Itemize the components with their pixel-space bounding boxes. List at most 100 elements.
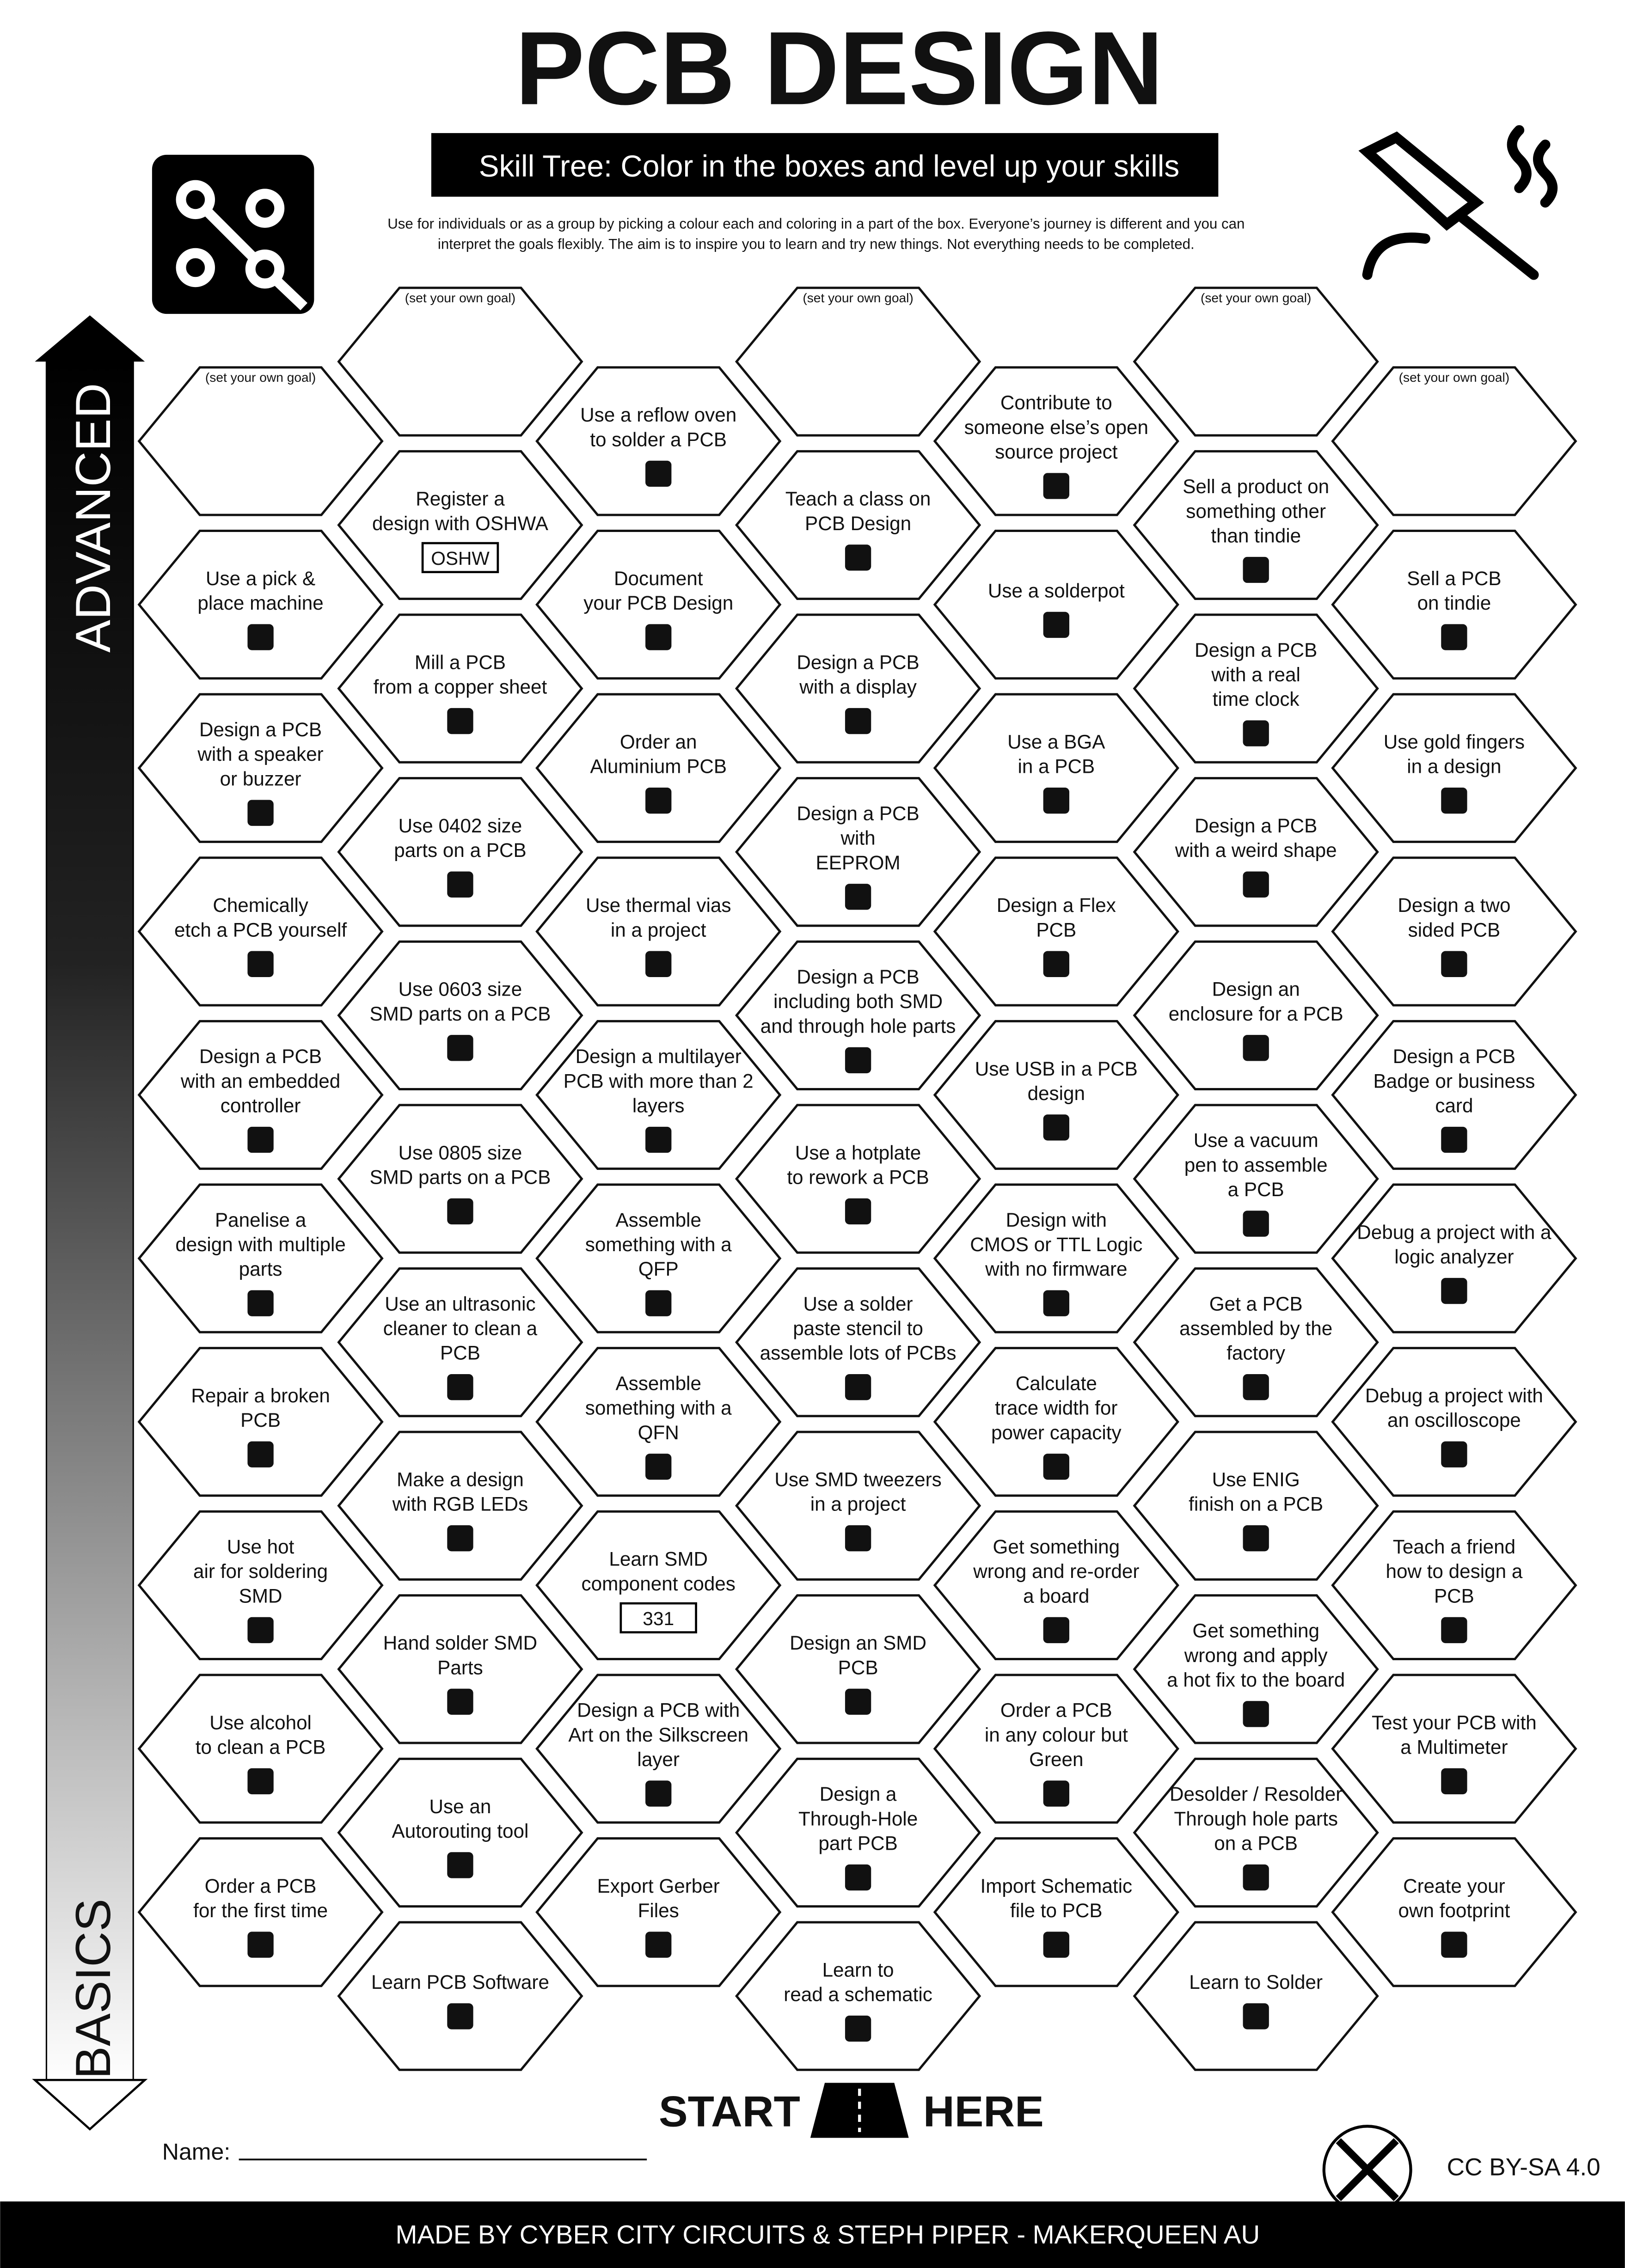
skill-icon (247, 1932, 274, 1958)
skill-icon (845, 708, 871, 734)
skill-cell: Mill a PCB from a copper sheet (337, 613, 583, 764)
skill-icon (1243, 720, 1269, 746)
level-arrow (32, 315, 148, 2131)
goal-prompt: (set your own goal) (405, 291, 515, 305)
skill-hex (535, 856, 782, 1007)
skill-cell: Design with CMOS or TTL Logic with no firm… (933, 1183, 1179, 1333)
skill-label: Assemble (615, 1209, 701, 1231)
skill-cell: Teach a class on PCB Design (735, 450, 981, 600)
skill-label: Design an SMD (790, 1632, 926, 1654)
skill-hex (535, 1347, 782, 1497)
skill-hex (137, 1674, 384, 1824)
skill-label: Order a PCB (1000, 1699, 1112, 1721)
skill-cell: Use a vacuum pen to assemble a PCB (1133, 1104, 1379, 1254)
skill-hex (137, 1510, 384, 1660)
skill-label: PCB (240, 1409, 281, 1431)
skill-label: PCB (1434, 1585, 1474, 1607)
skill-label: to rework a PCB (787, 1166, 929, 1188)
skill-label: QFP (638, 1258, 679, 1280)
skill-hex (137, 856, 384, 1007)
skill-icon (845, 1688, 871, 1715)
skill-label: EEPROM (816, 852, 901, 874)
skill-label: trace width for (995, 1397, 1117, 1419)
skill-label: with RGB LEDs (392, 1493, 528, 1515)
skill-label: place machine (197, 592, 323, 614)
skill-icon (845, 1047, 871, 1074)
skill-label: Make a design (397, 1469, 524, 1491)
skill-label: Use thermal vias (586, 894, 731, 916)
skill-hex (137, 1347, 384, 1497)
skill-label: PCB (440, 1342, 480, 1364)
skill-hex (735, 287, 981, 437)
skill-label: a hot fix to the board (1167, 1669, 1345, 1691)
skill-label: a board (1023, 1585, 1089, 1607)
skill-label: logic analyzer (1394, 1246, 1514, 1268)
goal-prompt: (set your own goal) (205, 370, 316, 385)
skill-label: Use a solder (803, 1293, 913, 1314)
skill-label: SMD (239, 1585, 282, 1607)
skill-label: with no firmware (985, 1258, 1127, 1280)
skill-cell: Use a solder paste stencil to assemble lot… (735, 1267, 981, 1418)
skill-icon (447, 1688, 473, 1715)
skill-icon (447, 2003, 473, 2030)
skill-icon (1243, 1701, 1269, 1727)
skill-icon (1441, 1932, 1467, 1958)
skill-label: enclosure for a PCB (1169, 1003, 1343, 1025)
skill-label: Use ENIG (1212, 1469, 1300, 1491)
skill-icon (1043, 951, 1069, 977)
skill-icon (247, 1290, 274, 1316)
skill-hex (1331, 693, 1577, 843)
skill-hex (535, 1020, 782, 1170)
skill-label: Sell a product on (1183, 476, 1329, 497)
skill-hex (1133, 777, 1379, 927)
skill-hex (337, 1104, 583, 1254)
skill-label: Use a vacuum (1194, 1130, 1318, 1151)
skill-label: Debug a project with (1365, 1385, 1543, 1406)
skill-icon (845, 2015, 871, 2042)
skill-icon (447, 1374, 473, 1400)
skill-cell: Panelise a design with multiple parts (137, 1183, 384, 1333)
skill-label: CMOS or TTL Logic (970, 1234, 1142, 1255)
skill-label: PCB Design (805, 513, 911, 534)
skill-label: Aluminium PCB (590, 756, 727, 777)
skill-hex (933, 856, 1179, 1007)
skill-label: cleaner to clean a (383, 1317, 538, 1339)
skill-label: SMD parts on a PCB (369, 1166, 551, 1188)
skill-hex (137, 1837, 384, 1987)
skill-icon (1043, 611, 1069, 638)
skill-hex (933, 366, 1179, 516)
skill-icon (1243, 1864, 1269, 1891)
skill-label: Use a hotplate (795, 1142, 921, 1163)
skill-cell: Assemble something with a QFN (535, 1347, 782, 1497)
skill-label: Use SMD tweezers (774, 1469, 941, 1491)
skill-icon (247, 800, 274, 826)
skill-label: Import Schematic (981, 1875, 1133, 1897)
skill-label: finish on a PCB (1189, 1493, 1323, 1515)
skill-icon (1043, 473, 1069, 499)
skill-label: component codes (582, 1573, 736, 1595)
skill-cell: Order a PCB for the first time (137, 1837, 384, 1987)
skill-hex (735, 450, 981, 600)
skill-cell: (set your own goal) (137, 366, 384, 516)
icon-box (619, 1602, 697, 1633)
skill-label: Teach a friend (1393, 1536, 1515, 1558)
skill-cell: Use a solderpot (933, 530, 1179, 680)
skill-label: Through hole parts (1174, 1808, 1338, 1829)
skill-label: own footprint (1398, 1900, 1510, 1921)
skill-label: wrong and re-order (973, 1560, 1139, 1582)
skill-label: with a display (799, 676, 917, 698)
skill-cell: Use an ultrasonic cleaner to clean a PCB (337, 1267, 583, 1418)
skill-label: including both SMD (773, 990, 943, 1012)
skill-grid: (set your own goal) Use a pick & place mac… (137, 287, 1577, 2071)
license: CC BY-SA 4.0 (1447, 2154, 1600, 2181)
skill-icon (845, 544, 871, 571)
skill-icon (645, 787, 672, 814)
skill-hex (337, 940, 583, 1090)
skill-label: Get something (1192, 1620, 1319, 1642)
skill-label: Assemble (615, 1372, 701, 1394)
skill-icon (645, 1780, 672, 1807)
skill-cell: Use a hotplate to rework a PCB (735, 1104, 981, 1254)
skill-label: from a copper sheet (374, 676, 547, 698)
